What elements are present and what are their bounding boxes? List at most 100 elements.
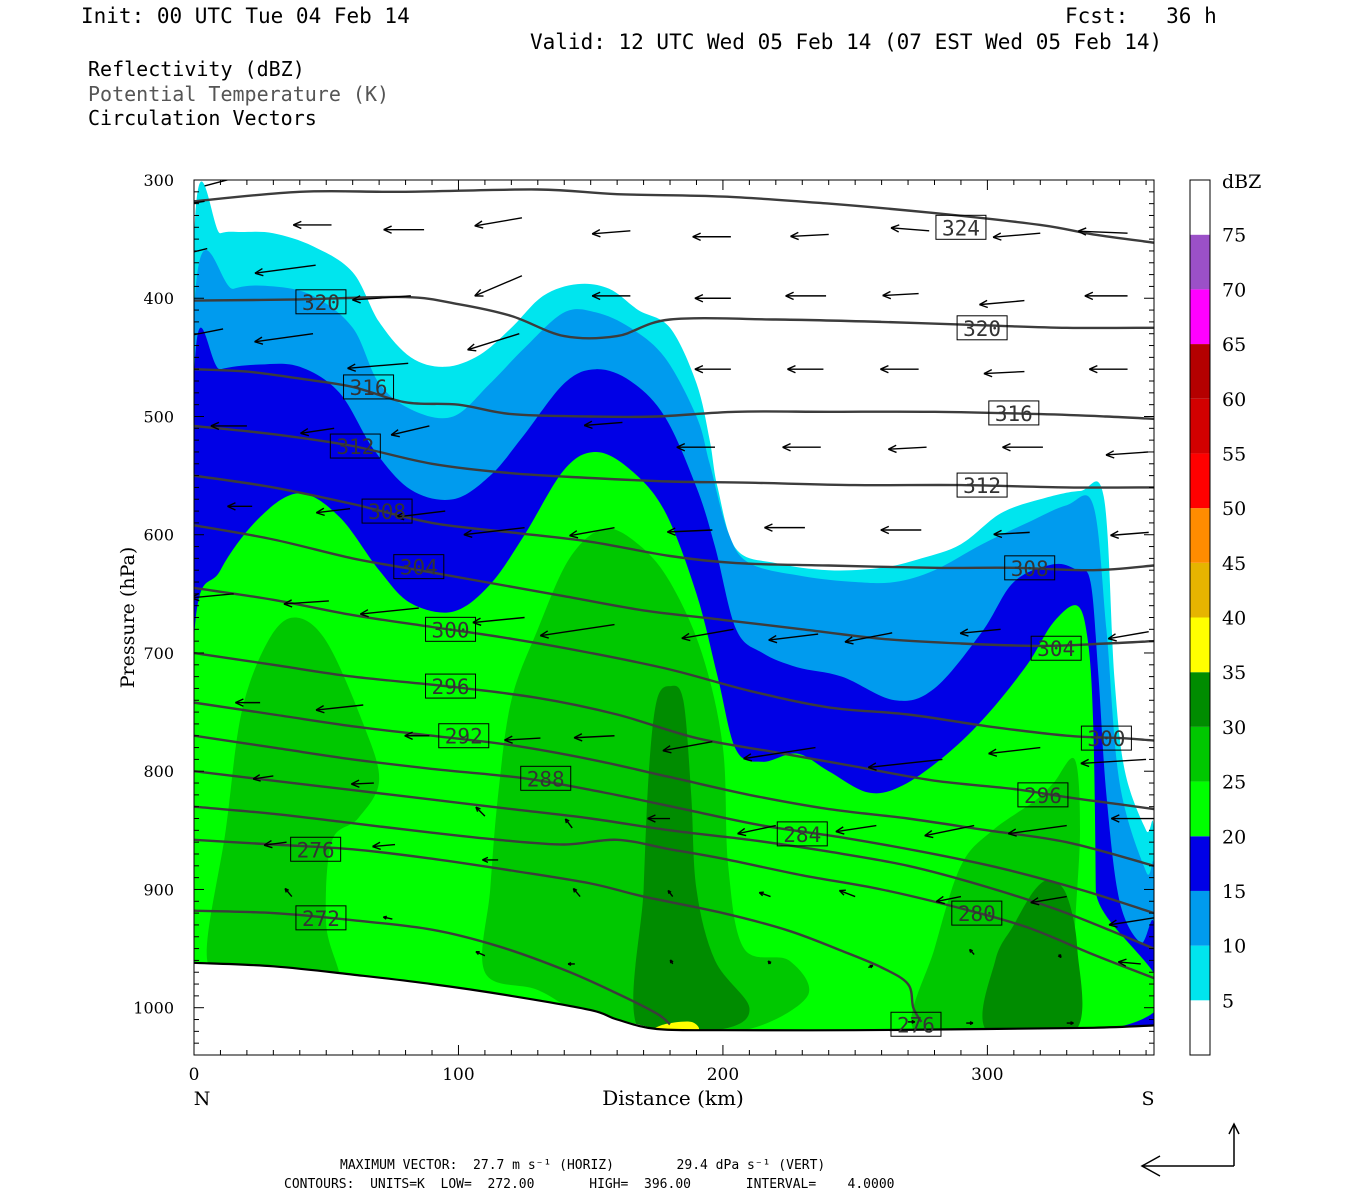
contour-label-layer: 324 320 320 316 316 312 312 308 308 304 304 300 300 2… <box>290 214 1132 1037</box>
circulation-vector <box>888 444 927 454</box>
colorbar-bin <box>1190 453 1210 509</box>
circulation-vector <box>194 247 208 253</box>
circulation-vector <box>194 328 224 336</box>
circulation-vector <box>572 887 581 898</box>
reference-vertical-arrowhead <box>1228 1122 1240 1135</box>
x-endpoint-south: S <box>1141 1088 1154 1110</box>
theta-contour-288 <box>194 734 1154 915</box>
circulation-vector <box>569 526 615 539</box>
contour-label-308: 308 <box>1011 557 1049 581</box>
contour-label-284: 284 <box>783 823 821 847</box>
circulation-vector <box>573 733 615 742</box>
circulation-vector <box>347 362 409 372</box>
circulation-vector <box>1077 227 1128 236</box>
circulation-vector <box>204 180 230 187</box>
contour-label-324: 324 <box>942 216 980 240</box>
contour-label-300: 300 <box>432 618 470 642</box>
circulation-vector <box>966 1021 974 1026</box>
contour-label-312: 312 <box>336 435 374 459</box>
contour-label-box <box>1017 782 1069 808</box>
circulation-vector <box>583 420 623 430</box>
circulation-vector <box>867 758 943 771</box>
contour-label-320: 320 <box>302 291 340 315</box>
circulation-vector <box>293 220 332 230</box>
y-tick-label: 700 <box>143 644 174 663</box>
colorbar-bin <box>1190 289 1210 345</box>
contour-label-box <box>776 821 828 847</box>
theta-contour-300 <box>194 586 1154 742</box>
circulation-vector <box>383 225 425 234</box>
contour-label-box <box>290 836 342 862</box>
colorbar-bin <box>1190 672 1210 727</box>
y-tick-label: 400 <box>143 289 174 308</box>
reflectivity-fill-layer <box>194 181 1154 1055</box>
circulation-vector <box>969 948 975 955</box>
circulation-vector <box>1030 895 1067 906</box>
contour-label-box <box>890 1011 942 1037</box>
circulation-vector <box>935 895 962 905</box>
x-tick-label: 100 <box>442 1065 474 1085</box>
contour-label-box <box>988 400 1040 426</box>
contour-label-box <box>393 554 445 580</box>
colorbar-bin <box>1190 562 1210 618</box>
theta-contour-296 <box>194 651 1154 811</box>
circulation-vector <box>667 889 674 897</box>
contour-label-296: 296 <box>1024 784 1062 808</box>
circulation-vector <box>390 425 430 438</box>
circulation-vector <box>758 891 771 898</box>
circulation-vector <box>210 421 247 431</box>
colorbar-label: 70 <box>1222 279 1246 301</box>
reflectivity-25dbz-region <box>482 528 810 1032</box>
circulation-vector <box>591 229 631 238</box>
circulation-vector <box>924 824 975 839</box>
x-tick-label: 0 <box>189 1065 200 1085</box>
contour-label-292: 292 <box>445 725 483 749</box>
circulation-vector <box>890 224 930 233</box>
circulation-vector <box>993 529 1030 539</box>
circulation-vector <box>838 889 856 898</box>
x-axis-label: Distance (km) <box>602 1086 744 1110</box>
contour-label-296: 296 <box>432 675 470 699</box>
colorbar-bin <box>1190 234 1210 290</box>
circulation-vector <box>463 526 525 538</box>
circulation-vector <box>1105 450 1149 459</box>
circulation-vector <box>300 427 335 437</box>
colorbar-label: 60 <box>1222 389 1246 411</box>
x-endpoint-north: N <box>194 1088 211 1110</box>
circulation-vector <box>1089 364 1128 374</box>
circulation-vector <box>988 746 1041 757</box>
y-tick-label: 800 <box>143 762 174 781</box>
contour-label-box <box>329 433 381 459</box>
circulation-vector <box>372 841 396 851</box>
circulation-vector <box>474 275 523 297</box>
colorbar-label: 15 <box>1222 881 1246 903</box>
contour-label-box <box>1030 635 1082 661</box>
circulation-vector <box>1108 917 1154 928</box>
y-tick-label: 900 <box>143 880 174 899</box>
x-tick-label: 200 <box>707 1065 739 1085</box>
legend-circulation-vectors: Circulation Vectors <box>88 106 317 130</box>
legend-reflectivity: Reflectivity (dBZ) <box>88 57 305 81</box>
theta-contour-324 <box>194 188 1154 244</box>
circulation-vector <box>227 502 253 511</box>
colorbar-label: 5 <box>1222 990 1234 1012</box>
circulation-vector <box>254 333 314 345</box>
contour-label-box <box>425 673 477 699</box>
y-tick-label: 500 <box>143 407 174 426</box>
circulation-vector <box>692 232 731 241</box>
circulation-vector <box>472 616 525 626</box>
circulation-vector <box>359 607 419 618</box>
reference-horizontal-arrowhead <box>1140 1155 1161 1177</box>
colorbar-bin <box>1190 398 1210 454</box>
contour-label-276: 276 <box>297 838 335 862</box>
contour-label-288: 288 <box>527 767 565 791</box>
colorbar-label: 65 <box>1222 334 1246 356</box>
circulation-vector <box>1002 442 1043 452</box>
contour-label-276: 276 <box>897 1013 935 1037</box>
circulation-vector <box>1080 758 1147 768</box>
circulation-vector <box>254 264 316 277</box>
circulation-vector <box>1057 954 1062 959</box>
circulation-vector <box>992 232 1041 241</box>
colorbar-label: 10 <box>1222 936 1246 958</box>
circulation-vector <box>868 964 874 969</box>
